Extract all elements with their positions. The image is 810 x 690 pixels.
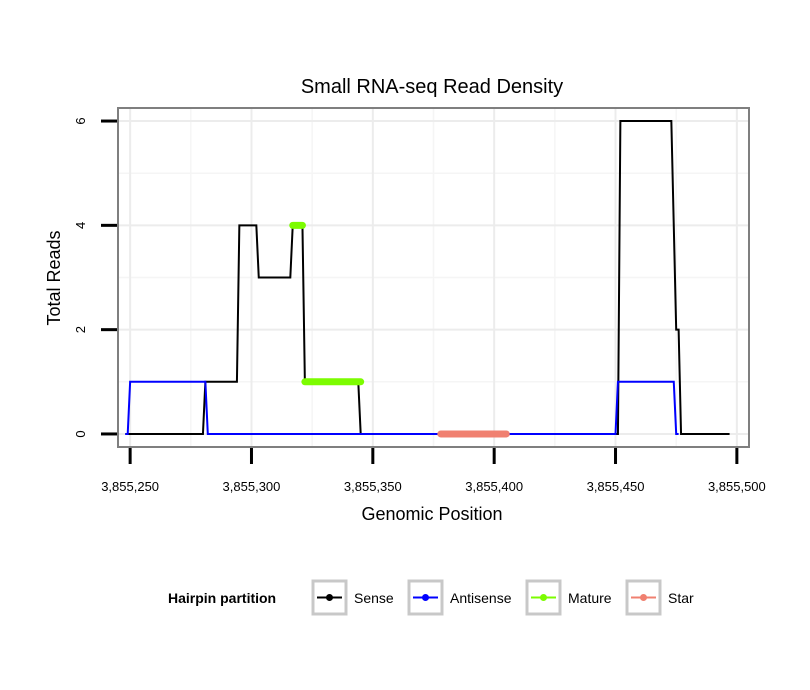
- y-tick-label: 0: [73, 430, 88, 437]
- x-tick-label: 3,855,350: [344, 479, 402, 494]
- plot-border: [117, 107, 750, 448]
- x-tick-label: 3,855,500: [708, 479, 766, 494]
- legend-title: Hairpin partition: [168, 590, 276, 606]
- x-tick-label: 3,855,400: [465, 479, 523, 494]
- chart-title: Small RNA-seq Read Density: [301, 76, 563, 98]
- x-tick-label: 3,855,300: [223, 479, 281, 494]
- x-axis-title: Genomic Position: [361, 504, 502, 524]
- legend-key-point: [326, 594, 333, 601]
- y-axis: 0 2 4 6: [73, 117, 117, 438]
- y-tick-label: 6: [73, 117, 88, 124]
- legend-label-antisense: Antisense: [450, 590, 512, 606]
- series-group: [125, 120, 730, 438]
- y-tick-label: 4: [73, 222, 88, 229]
- y-axis-title: Total Reads: [44, 230, 64, 325]
- legend-key-point: [640, 594, 647, 601]
- legend: Hairpin partition Sense Antisense Mature St…: [168, 579, 694, 616]
- x-tick-label: 3,855,250: [101, 479, 159, 494]
- series-antisense-line: [125, 380, 679, 435]
- legend-label-mature: Mature: [568, 590, 612, 606]
- y-tick-label: 2: [73, 326, 88, 333]
- legend-key-point: [422, 594, 429, 601]
- legend-key-point: [540, 594, 547, 601]
- x-tick-label: 3,855,450: [587, 479, 645, 494]
- legend-label-sense: Sense: [354, 590, 394, 606]
- x-axis: 3,855,250 3,855,300 3,855,350 3,855,400 3,85…: [101, 448, 766, 494]
- legend-label-star: Star: [668, 590, 694, 606]
